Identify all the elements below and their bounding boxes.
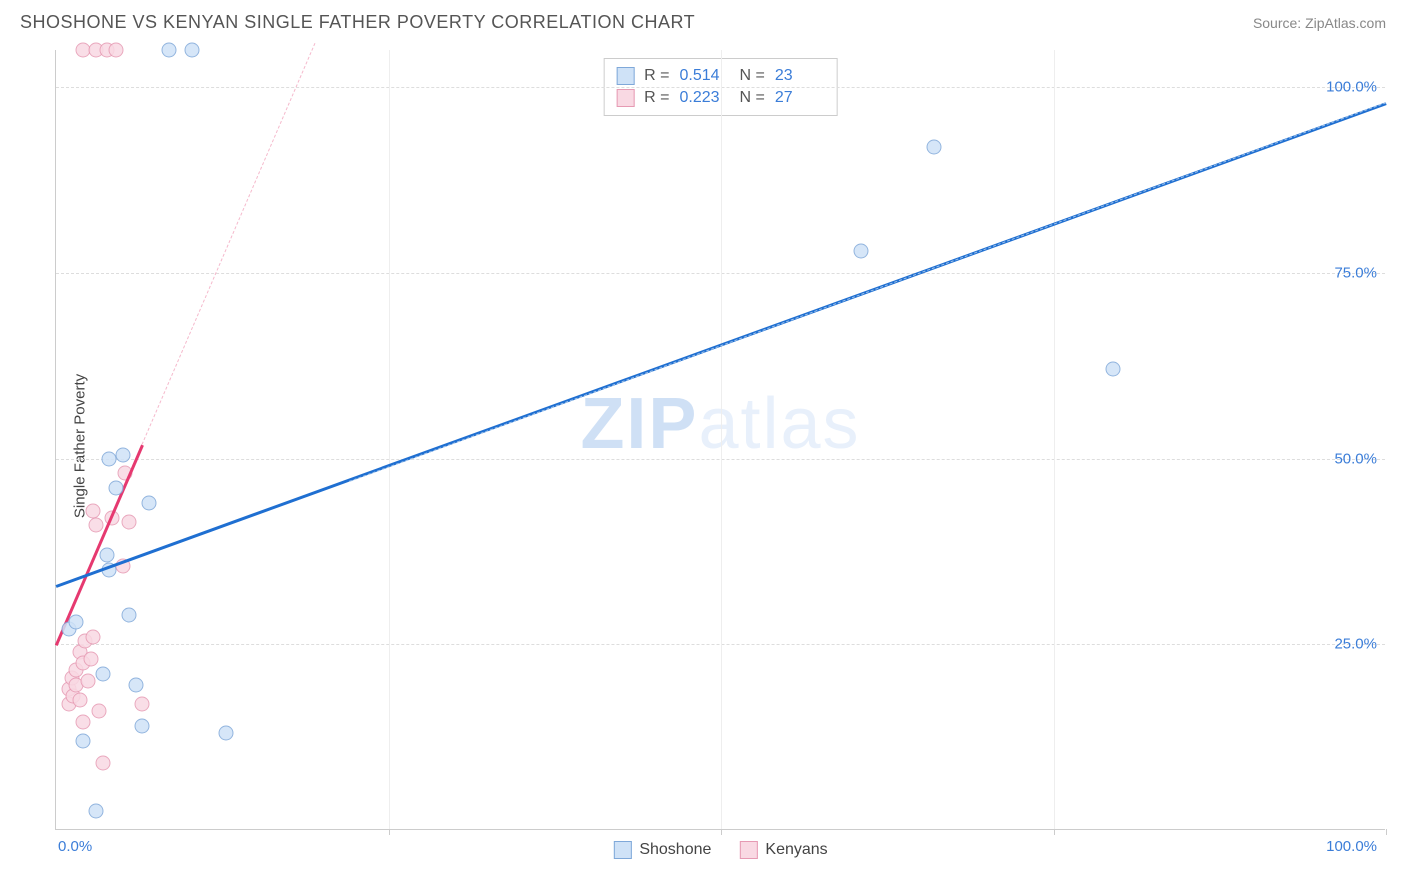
legend-label-kenyans: Kenyans <box>765 841 827 859</box>
r-label: R = <box>644 67 669 85</box>
scatter-point-kenyans <box>88 518 103 533</box>
legend-swatch-kenyans <box>739 841 757 859</box>
scatter-point-shoshone <box>1106 362 1121 377</box>
trend-line <box>348 102 1386 482</box>
r-value-shoshone: 0.514 <box>680 67 730 85</box>
scatter-point-shoshone <box>219 726 234 741</box>
x-axis-max-label: 100.0% <box>1326 838 1377 855</box>
x-tick <box>1054 829 1055 835</box>
x-tick <box>721 829 722 835</box>
scatter-point-shoshone <box>184 43 199 58</box>
x-tick <box>1386 829 1387 835</box>
x-axis-min-label: 0.0% <box>58 838 92 855</box>
scatter-point-kenyans <box>108 43 123 58</box>
chart-source: Source: ZipAtlas.com <box>1253 15 1386 31</box>
legend-label-shoshone: Shoshone <box>639 841 711 859</box>
scatter-point-kenyans <box>122 514 137 529</box>
scatter-point-kenyans <box>86 503 101 518</box>
scatter-point-kenyans <box>72 693 87 708</box>
gridline-v <box>1054 50 1055 829</box>
scatter-point-shoshone <box>68 615 83 630</box>
r-label: R = <box>644 89 669 107</box>
scatter-point-kenyans <box>86 629 101 644</box>
r-value-kenyans: 0.223 <box>680 89 730 107</box>
scatter-point-shoshone <box>122 607 137 622</box>
swatch-shoshone <box>616 67 634 85</box>
scatter-point-kenyans <box>95 756 110 771</box>
n-label: N = <box>740 89 765 107</box>
scatter-point-shoshone <box>75 733 90 748</box>
trend-line <box>142 43 316 445</box>
swatch-kenyans <box>616 89 634 107</box>
gridline-v <box>389 50 390 829</box>
scatter-point-shoshone <box>142 496 157 511</box>
scatter-point-shoshone <box>95 667 110 682</box>
n-value-kenyans: 27 <box>775 89 825 107</box>
x-tick <box>389 829 390 835</box>
legend-item-kenyans: Kenyans <box>739 841 827 859</box>
y-tick-label: 25.0% <box>1334 636 1377 653</box>
scatter-point-shoshone <box>88 804 103 819</box>
n-value-shoshone: 23 <box>775 67 825 85</box>
y-tick-label: 50.0% <box>1334 450 1377 467</box>
scatter-point-shoshone <box>135 719 150 734</box>
scatter-point-shoshone <box>162 43 177 58</box>
scatter-point-shoshone <box>99 548 114 563</box>
chart-plot-area: ZIPatlas R = 0.514 N = 23 R = 0.223 N = … <box>55 50 1385 830</box>
scatter-point-shoshone <box>108 481 123 496</box>
n-label: N = <box>740 67 765 85</box>
legend-swatch-shoshone <box>613 841 631 859</box>
legend-item-shoshone: Shoshone <box>613 841 711 859</box>
scatter-point-kenyans <box>80 674 95 689</box>
legend: Shoshone Kenyans <box>613 841 827 859</box>
scatter-point-shoshone <box>128 678 143 693</box>
scatter-point-kenyans <box>75 715 90 730</box>
scatter-point-kenyans <box>83 652 98 667</box>
scatter-point-kenyans <box>135 696 150 711</box>
chart-title: SHOSHONE VS KENYAN SINGLE FATHER POVERTY… <box>20 12 695 33</box>
gridline-v <box>721 50 722 829</box>
scatter-point-kenyans <box>91 704 106 719</box>
scatter-point-shoshone <box>115 447 130 462</box>
scatter-point-shoshone <box>853 243 868 258</box>
y-tick-label: 100.0% <box>1326 79 1377 96</box>
y-tick-label: 75.0% <box>1334 264 1377 281</box>
scatter-point-shoshone <box>926 139 941 154</box>
